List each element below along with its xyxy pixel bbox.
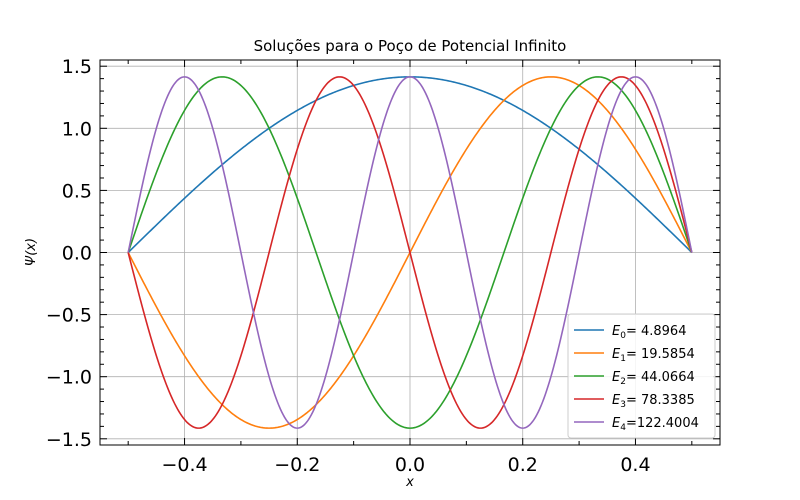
y-tick-label: −1.5: [46, 429, 92, 451]
legend-entry: E4=122.4004: [612, 416, 699, 433]
chart-title: Soluções para o Poço de Potencial Infini…: [254, 37, 567, 55]
y-tick-label: −0.5: [46, 305, 92, 327]
axis-ticks: [100, 60, 720, 445]
y-tick-label: −1.0: [46, 367, 92, 389]
y-tick-label: 1.5: [62, 56, 92, 78]
y-tick-label: 1.0: [62, 118, 92, 140]
y-tick-label: 0.5: [62, 180, 92, 202]
y-axis-label: Ψ(x): [24, 238, 39, 266]
legend-entry: E1= 19.5854: [612, 347, 695, 364]
legend-entry: E0= 4.8964: [612, 324, 686, 341]
legend-entry: E2= 44.0664: [612, 370, 695, 387]
x-tick-label: 0.4: [620, 454, 650, 476]
x-tick-label: −0.4: [161, 454, 207, 476]
series-line-e3: [127, 76, 693, 429]
legend: E0= 4.8964 E1= 19.5854 E2= 44.0664 E3= 78.3…: [567, 313, 716, 439]
x-tick-label: 0.0: [395, 454, 425, 476]
x-axis-label: x: [405, 475, 414, 490]
legend-entry: E3= 78.3385: [612, 393, 695, 410]
legend-box: [567, 313, 716, 439]
y-tick-label: 0.0: [62, 243, 92, 265]
series-line-e4: [127, 76, 693, 429]
series-line-e2: [127, 76, 693, 429]
tick-labels: −0.4 −0.2 0.0 0.2 0.4 −1.5 −1.0 −0.5 0.0 0.5 1.0 1.…: [46, 56, 651, 476]
x-tick-label: −0.2: [274, 454, 320, 476]
series-lines: [127, 76, 693, 429]
x-tick-label: 0.2: [508, 454, 538, 476]
